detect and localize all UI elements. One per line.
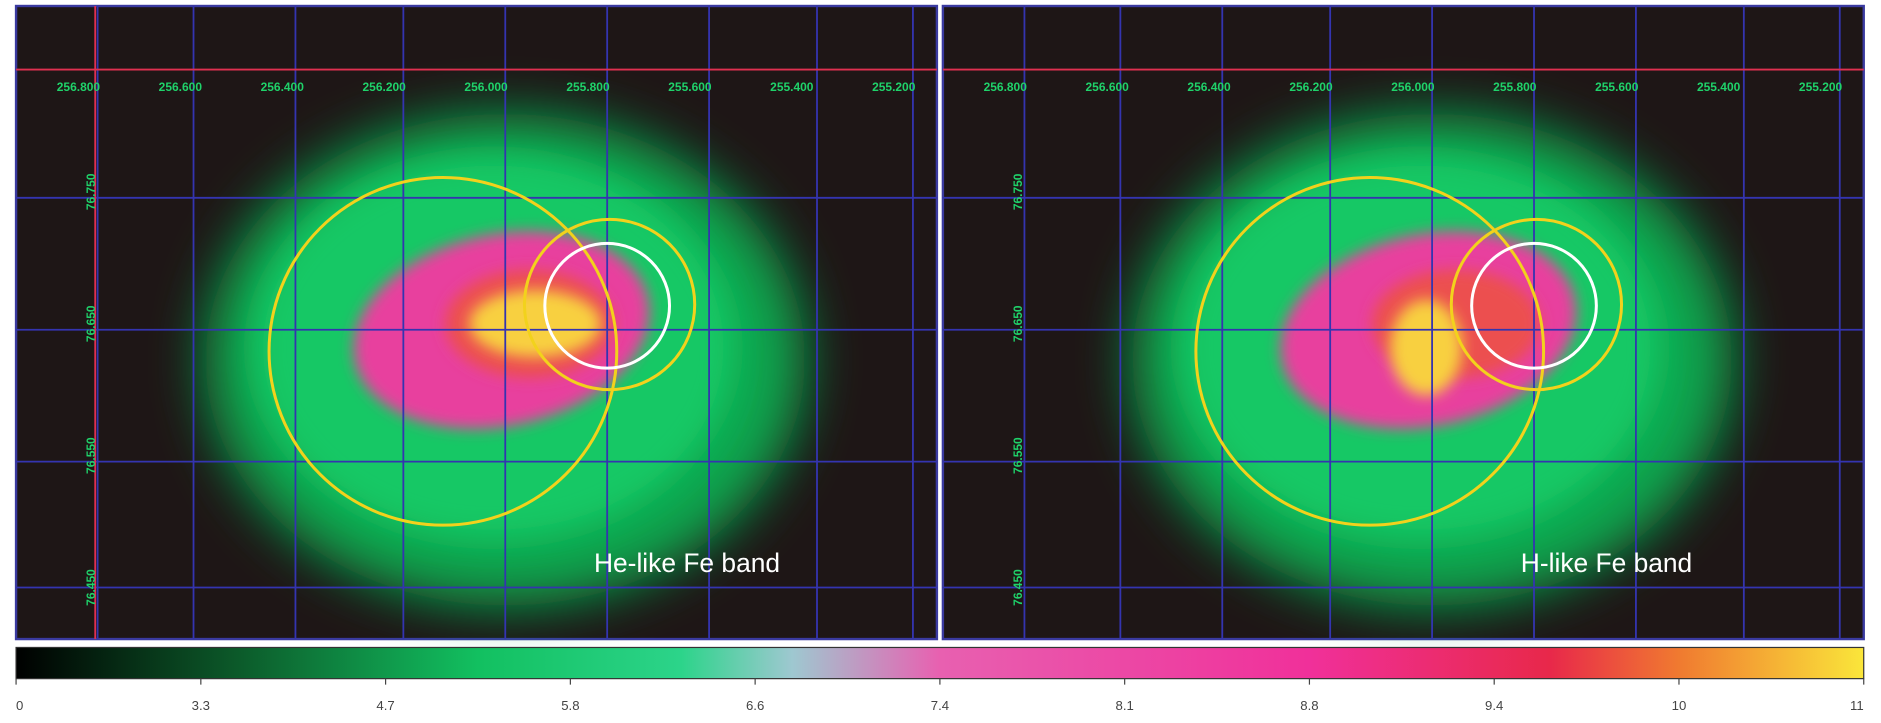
ra-label: 256.200: [1289, 80, 1333, 94]
colorbar-tick-label: 5.8: [561, 698, 579, 713]
ra-label: 255.600: [1595, 80, 1639, 94]
ra-label: 256.600: [1085, 80, 1129, 94]
region-source: [1470, 241, 1598, 370]
panels: 256.800 256.600 256.400 256.200 256.000 255.8…: [14, 4, 1865, 641]
colorbar-ticks: 0 3.3 4.7 5.8 6.6 7.4 8.1 8.8 9.4 10 11: [15, 678, 1865, 713]
dec-label: 76.550: [84, 437, 98, 474]
dec-label: 76.650: [84, 305, 98, 342]
region-small: [522, 217, 697, 392]
colorbar-tick-label: 11: [1850, 698, 1864, 713]
colorbar-tick-label: 0: [16, 698, 23, 713]
region-source: [543, 241, 672, 370]
band-label: He-like Fe band: [594, 548, 780, 578]
dec-label: 76.750: [1011, 173, 1025, 210]
ra-label: 255.800: [1493, 80, 1537, 94]
band-label: H-like Fe band: [1521, 548, 1692, 578]
ra-label: 256.400: [1187, 80, 1231, 94]
dec-label: 76.450: [1011, 569, 1025, 606]
colorbar-tick-label: 3.3: [192, 698, 210, 713]
colorbar-tick-label: 6.6: [746, 698, 764, 713]
ra-label: 256.400: [261, 80, 305, 94]
dec-label: 76.550: [1011, 437, 1025, 474]
colorbar: [15, 646, 1865, 680]
colorbar-tick-label: 8.8: [1300, 698, 1318, 713]
ra-label: 256.000: [1391, 80, 1435, 94]
ra-label: 256.800: [984, 80, 1028, 94]
dec-label: 76.750: [84, 173, 98, 210]
ra-label: 256.200: [362, 80, 406, 94]
region-large: [1194, 175, 1546, 527]
region-small: [1449, 217, 1624, 392]
ra-label: 256.600: [159, 80, 203, 94]
colorbar-tick-label: 10: [1672, 698, 1687, 713]
ra-label: 255.800: [566, 80, 610, 94]
ra-label: 255.200: [1799, 80, 1843, 94]
ra-label: 256.000: [464, 80, 508, 94]
colorbar-tick-label: 9.4: [1485, 698, 1503, 713]
colorbar-tick-label: 7.4: [931, 698, 949, 713]
emission-core: [469, 290, 602, 358]
region-large: [267, 175, 619, 527]
ra-label: 255.200: [872, 80, 916, 94]
ra-label: 256.800: [57, 80, 101, 94]
emission-core: [1390, 299, 1463, 396]
ra-label: 255.400: [1697, 80, 1741, 94]
ra-label: 255.400: [770, 80, 814, 94]
ra-label: 255.600: [668, 80, 712, 94]
image-panel: 256.800 256.600 256.400 256.200 256.000 255.8…: [14, 4, 939, 641]
image-panel: 256.800 256.600 256.400 256.200 256.000 255.8…: [941, 4, 1865, 641]
colorbar-tick-label: 8.1: [1116, 698, 1134, 713]
colorbar-tick-label: 4.7: [376, 698, 394, 713]
dec-label: 76.650: [1011, 305, 1025, 342]
dec-label: 76.450: [84, 569, 98, 606]
